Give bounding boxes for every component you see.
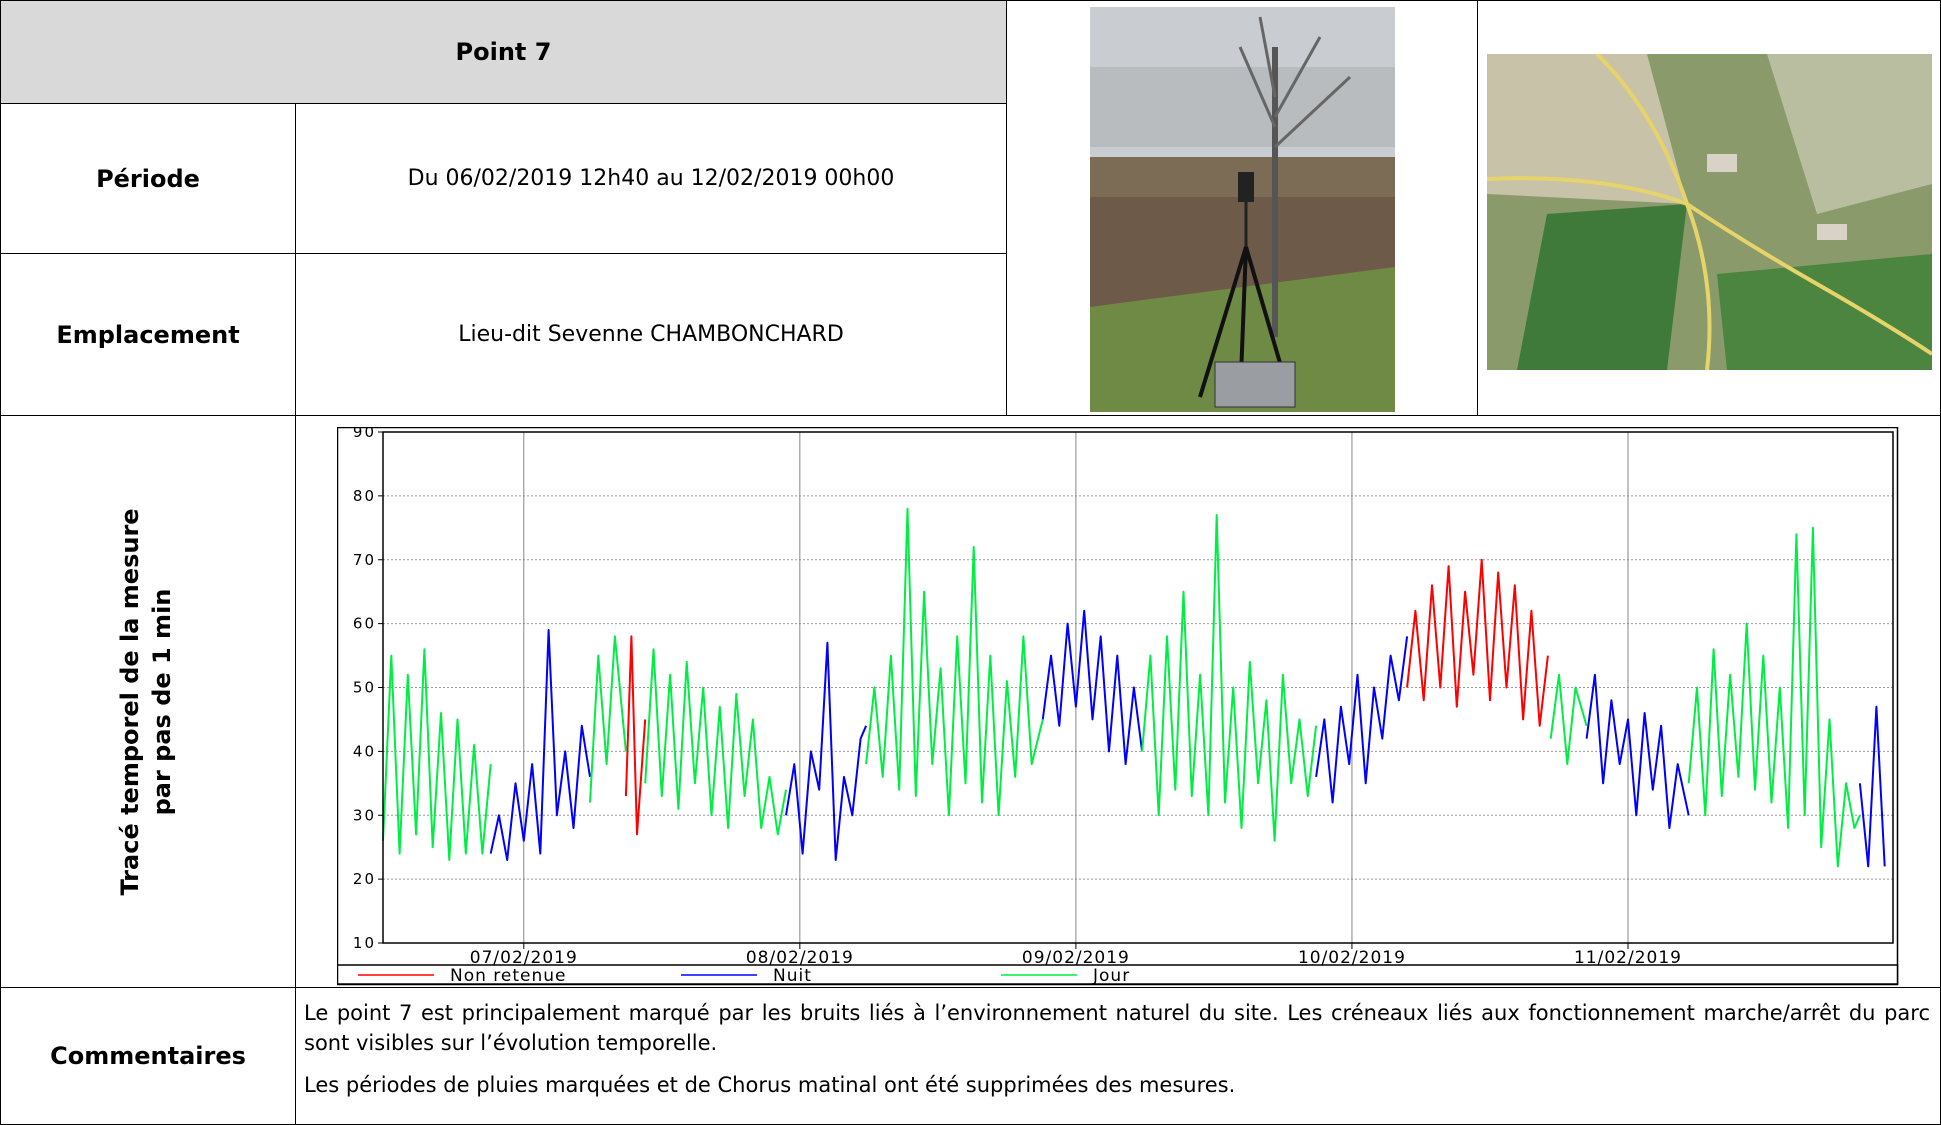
map-cell [1477,0,1941,416]
comment-paragraph: Les périodes de pluies marquées et de Ch… [304,1073,1236,1097]
x-tick-label: 07/02/2019 [470,948,578,968]
x-tick-label: 08/02/2019 [746,948,854,968]
chart-cell: 10 20 30 40 50 60 70 80 90 07/02/2019 08/02/2019 09… [295,415,1941,988]
y-tick-label: 60 [353,615,376,633]
comments-label: Commentaires [0,987,296,1125]
row-label: Période [0,103,296,254]
photo-cell [1006,0,1478,416]
title: Point 7 [455,38,552,66]
x-tick-label: 09/02/2019 [1022,948,1130,968]
map [1487,54,1932,370]
row-value: Lieu-dit Sevenne CHAMBONCHARD [295,253,1007,416]
chart-label-cell: Tracé temporel de la mesure par pas de 1… [0,415,296,988]
y-tick-label: 80 [353,487,376,505]
y-tick-label: 40 [353,742,376,760]
y-tick-label: 50 [353,679,376,697]
plot-frame [382,431,1894,944]
chart-label-line: Tracé temporel de la mesure [116,508,144,895]
row-value-text: Du 06/02/2019 12h40 au 12/02/2019 00h00 [407,166,895,191]
series-line [382,507,1861,868]
y-tick-label: 20 [353,870,376,888]
x-tick-label: 10/02/2019 [1298,948,1406,968]
chart-frame [337,427,1899,986]
x-tick-label: 11/02/2019 [1574,948,1682,968]
row-label: Emplacement [0,253,296,416]
legend-label: Non retenue [450,966,567,986]
y-tick-label: 90 [353,427,376,441]
row-value: Du 06/02/2019 12h40 au 12/02/2019 00h00 [295,103,1007,254]
legend-box [337,964,1899,985]
comment-paragraph: Le point 7 est principalement marqué par… [304,1001,1930,1055]
chart: 10 20 30 40 50 60 70 80 90 07/02/2019 08/02/2019 09… [337,427,1899,986]
chart-label: Tracé temporel de la mesure par pas de 1… [116,508,176,895]
row-value-text: Lieu-dit Sevenne CHAMBONCHARD [458,322,844,347]
comments: Le point 7 est principalement marqué par… [295,987,1941,1125]
series-line [624,558,1549,836]
photo [1090,7,1395,412]
legend-label: Nuit [773,966,812,986]
y-tick-label: 30 [353,806,376,824]
legend-label: Jour [1092,966,1130,986]
title-cell: Point 7 [0,0,1007,104]
comments-label-text: Commentaires [50,1042,246,1070]
y-tick-label: 70 [353,551,376,569]
row-label-text: Période [96,164,200,193]
row-label-text: Emplacement [56,320,240,349]
y-tick-label: 10 [353,934,376,952]
chart-label-line: par pas de 1 min [148,588,176,815]
series-line [489,609,1886,868]
